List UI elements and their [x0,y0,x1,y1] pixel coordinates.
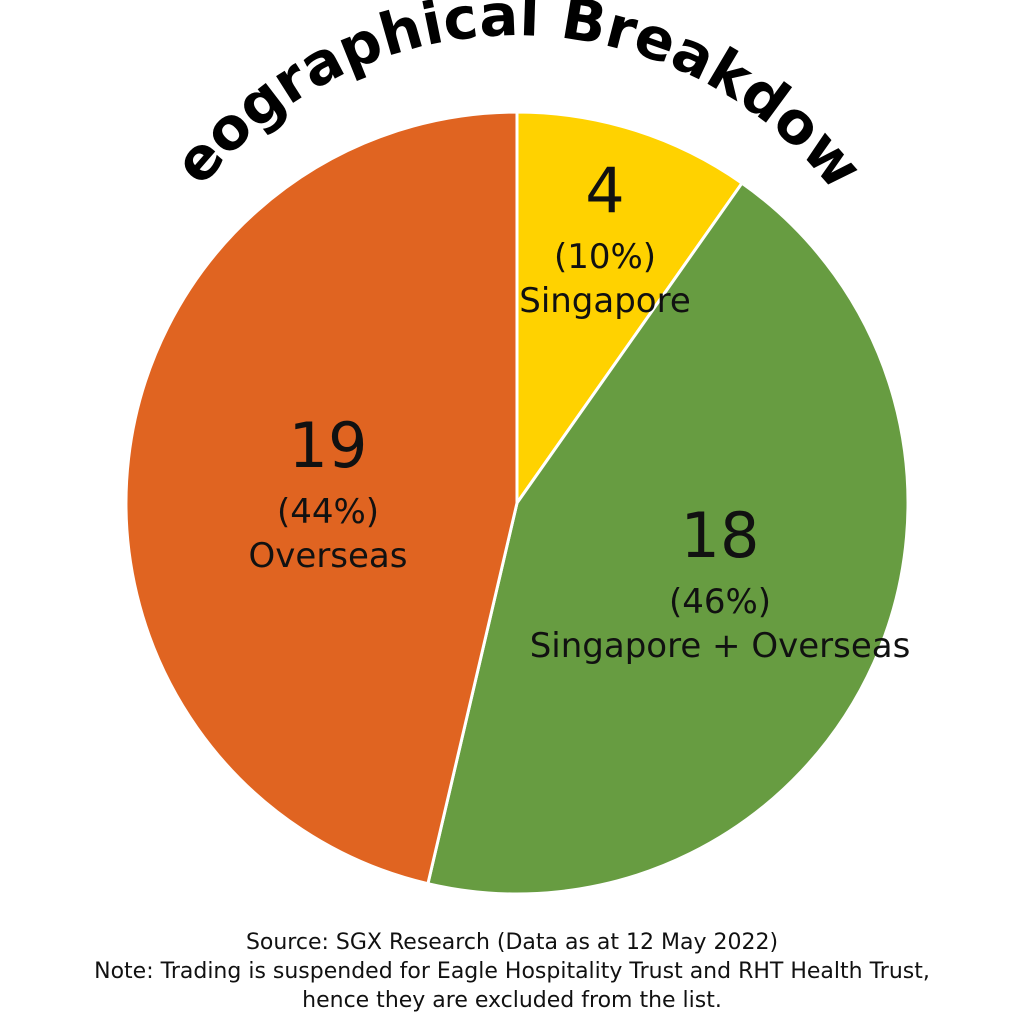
pie-labels: 4 (10%)Singapore 18 (46%)Singapore + Overse… [249,154,911,666]
pie-slice-overseas [124,110,519,886]
pie-slice-singapore-overseas [426,181,910,896]
pie-slices [124,110,910,896]
source-note: Source: SGX Research (Data as at 12 May … [245,930,779,955]
slice-percent-label: (44%) [277,492,379,532]
note-line-2: hence they are excluded from the list. [302,988,722,1013]
slice-percent-label: (10%) [554,237,656,277]
pie-slice-singapore [515,110,745,508]
slice-category-label: Singapore [519,281,691,321]
slice-label-group: 19 (44%)Overseas [249,409,408,576]
slice-value-label: 19 [289,409,368,482]
slice-value-label: 18 [681,499,760,572]
slice-category-label: Overseas [249,536,408,576]
slice-category-label: Singapore + Overseas [530,626,911,666]
slice-label-group: 4 (10%)Singapore [519,154,691,321]
slice-value-label: 4 [585,154,624,227]
slice-label-group: 18 (46%)Singapore + Overseas [530,499,911,666]
slice-percent-label: (46%) [669,582,771,622]
note-line-1: Note: Trading is suspended for Eagle Hos… [94,959,930,984]
chart-footer: Source: SGX Research (Data as at 12 May … [0,928,1024,1015]
